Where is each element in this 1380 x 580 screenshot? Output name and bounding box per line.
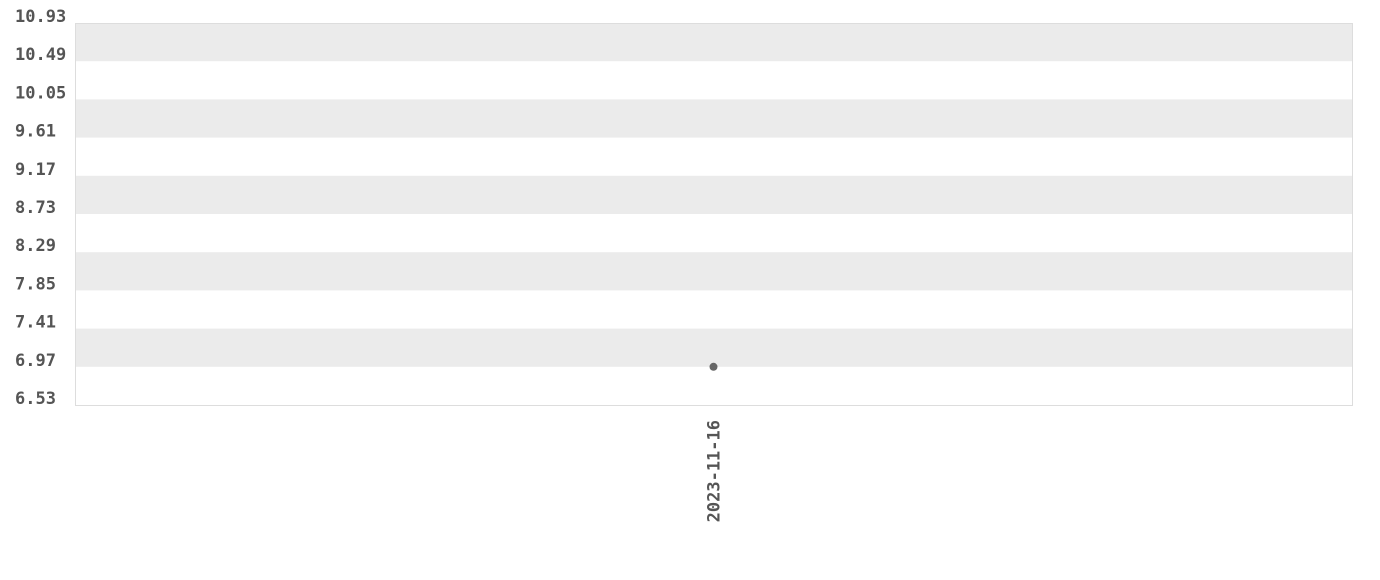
x-tick-label: 2023-11-16 (705, 420, 725, 522)
grid-band (75, 23, 1352, 62)
y-tick-label: 8.29 (15, 236, 56, 256)
y-tick-label: 8.73 (15, 198, 56, 218)
grid-band (75, 252, 1352, 291)
y-tick-label: 9.61 (15, 122, 56, 142)
y-axis: 10.93 10.49 10.05 9.61 9.17 8.73 8.29 7.85 7.41 6… (15, 7, 66, 409)
grid-band (75, 175, 1352, 214)
plot-border (75, 23, 1353, 406)
y-tick-label: 10.93 (15, 7, 66, 27)
grid-band (75, 99, 1352, 138)
y-tick-label: 10.05 (15, 83, 66, 103)
x-axis: 2023-11-16 (705, 420, 725, 522)
grid-bands (75, 23, 1352, 367)
y-tick-label: 6.97 (15, 351, 56, 371)
y-tick-label: 10.49 (15, 45, 66, 65)
data-points (709, 362, 718, 371)
y-tick-label: 6.53 (15, 389, 56, 409)
y-tick-label: 7.85 (15, 274, 56, 294)
y-tick-label: 7.41 (15, 313, 56, 333)
y-tick-label: 9.17 (15, 160, 56, 180)
data-point[interactable] (709, 362, 718, 371)
grid-band (75, 328, 1352, 367)
